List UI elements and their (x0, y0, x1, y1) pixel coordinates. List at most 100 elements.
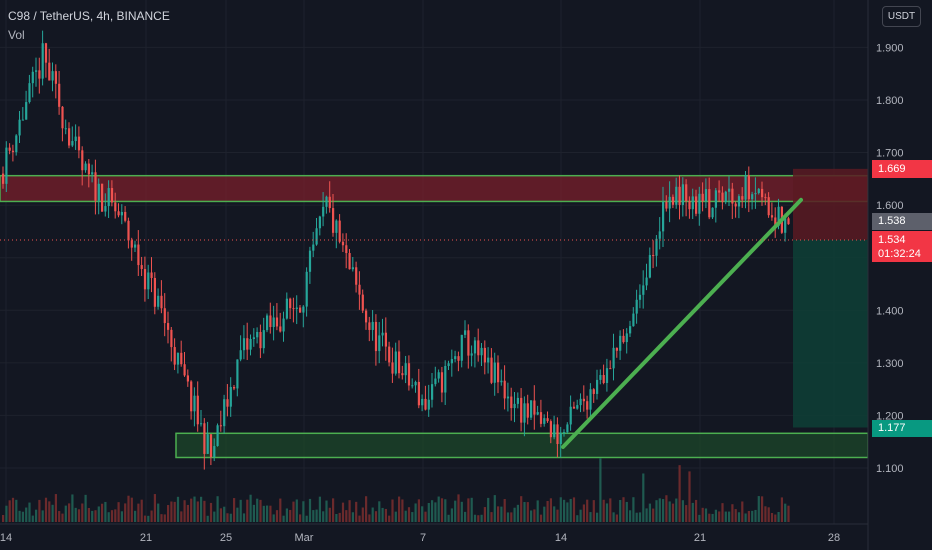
candle-body (506, 396, 510, 399)
candle-body (332, 208, 335, 233)
volume-bar (629, 510, 632, 522)
candle-body (328, 196, 331, 209)
candle-body (596, 379, 599, 394)
volume-bar (180, 511, 183, 522)
volume-bar (434, 502, 437, 522)
candle-body (18, 119, 21, 136)
candle-body (655, 238, 658, 256)
candle-body (355, 267, 358, 285)
volume-bar (104, 501, 107, 522)
candle-body (467, 330, 470, 356)
volume-bar (737, 512, 741, 522)
overlays (561, 197, 803, 449)
volume-bar (599, 458, 602, 522)
candle-body (246, 338, 249, 350)
resistance-zone (0, 175, 868, 202)
candle-body (744, 175, 747, 200)
volume-bar (61, 513, 64, 522)
volume-bar (394, 511, 397, 522)
volume-bar (74, 507, 77, 522)
price-axis-panel[interactable] (868, 0, 932, 550)
volume-bar (391, 499, 394, 522)
volume-bar (275, 510, 279, 522)
candle-body (480, 347, 483, 356)
volume-bar (530, 510, 533, 522)
price-tag-target: 1.177 (872, 420, 932, 437)
volume-bar (256, 498, 259, 522)
candle-body (11, 150, 15, 153)
volume-bar (259, 499, 262, 522)
candle-body (761, 188, 764, 198)
volume-bar (28, 502, 31, 522)
candle-body (206, 434, 209, 454)
time-tick-label: 14 (0, 532, 12, 544)
candle-body (784, 218, 787, 233)
candle-body (605, 368, 609, 383)
candle-body (242, 338, 246, 351)
volume-bar (516, 504, 519, 522)
volume-bar (473, 514, 477, 522)
volume-bar (533, 509, 536, 522)
volume-bar (751, 510, 754, 522)
volume-bar (589, 512, 592, 522)
volume-bar (48, 501, 51, 522)
volume-bar (487, 497, 490, 522)
volume-bars (2, 458, 790, 522)
candle-body (503, 380, 506, 399)
candle-body (473, 340, 477, 354)
candle-body (450, 359, 453, 364)
candle-body (635, 299, 638, 314)
volume-bar (94, 510, 97, 522)
candle-body (536, 412, 539, 415)
candle-body (5, 147, 8, 184)
volume-bar (642, 473, 645, 522)
candle-body (411, 385, 414, 387)
candle-body (741, 196, 744, 200)
volume-bar (77, 509, 81, 522)
volume-bar (150, 510, 153, 522)
candle-body (358, 284, 361, 295)
volume-bar (493, 495, 496, 522)
candle-body (259, 331, 262, 349)
support-zone (175, 432, 869, 459)
candle-body (371, 321, 374, 330)
candle-body (751, 194, 754, 200)
candle-body (437, 372, 440, 379)
candle-body (622, 335, 625, 343)
candle-body (632, 313, 635, 327)
volume-bar (569, 498, 572, 522)
volume-bar (744, 513, 747, 522)
volume-bar (223, 506, 226, 522)
price-tick-label: 1.700 (876, 148, 904, 160)
volume-bar (84, 494, 87, 522)
volume-bar (200, 496, 203, 522)
candle-body (295, 307, 298, 309)
volume-bar (572, 497, 576, 522)
volume-bar (645, 508, 648, 522)
candle-body (137, 244, 140, 266)
candle-body (427, 399, 430, 410)
volume-bar (355, 501, 358, 522)
volume-bar (266, 505, 269, 522)
volume-bar (579, 509, 582, 522)
volume-bar (2, 515, 5, 522)
volume-bar (741, 501, 744, 522)
volume-bar (777, 512, 780, 522)
candle-body (658, 231, 661, 239)
candle-body (513, 403, 516, 409)
volume-bar (328, 507, 331, 522)
candle-body (539, 412, 543, 424)
time-tick-label: 14 (555, 532, 567, 544)
candle-body (143, 269, 147, 290)
currency-button[interactable]: USDT (882, 6, 921, 27)
candle-body (543, 418, 546, 424)
candle-body (2, 173, 5, 184)
candle-body (378, 335, 381, 352)
volume-bar (322, 511, 325, 522)
candle-body (134, 244, 137, 248)
candle-body (262, 330, 265, 349)
candle-body (209, 434, 213, 457)
volume-bar (546, 500, 549, 522)
volume-bar (685, 505, 688, 522)
